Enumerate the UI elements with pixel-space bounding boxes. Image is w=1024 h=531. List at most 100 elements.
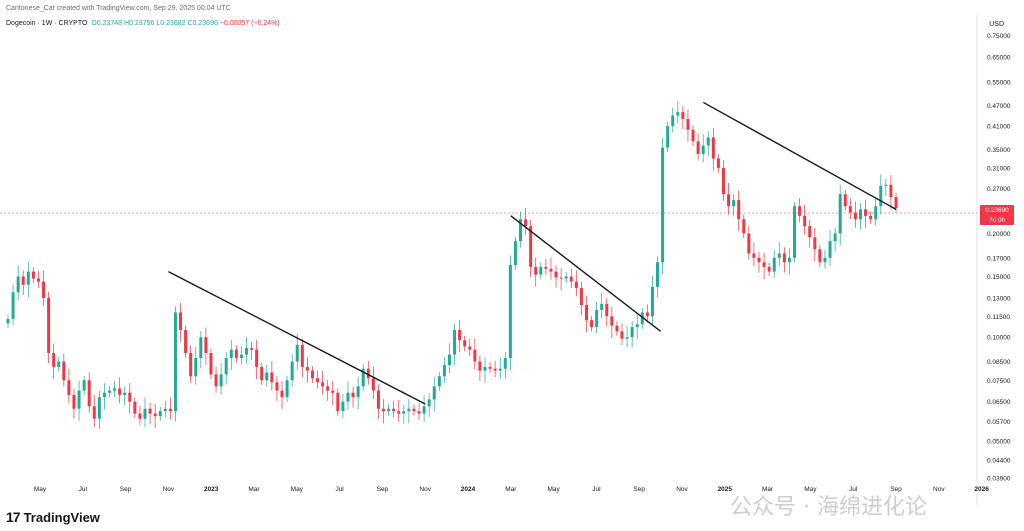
candle-body [300, 344, 304, 367]
candle-body [787, 257, 791, 263]
candle-body [798, 206, 802, 216]
candle-body [884, 184, 888, 186]
candle-body [67, 380, 71, 395]
candle-body [595, 309, 599, 328]
candle-body [199, 337, 203, 359]
price-tick-label: 0.11500 [987, 314, 1010, 321]
candle-body [544, 266, 548, 269]
price-tick-label: 0.35000 [987, 147, 1011, 154]
candle-body [767, 266, 771, 272]
time-tick-label: Jul [335, 486, 344, 493]
candle-body [234, 349, 238, 359]
last-price-value: 0.23690 [985, 207, 1009, 214]
candle-body [503, 358, 507, 369]
time-tick-label: May [34, 486, 47, 493]
candle-body [437, 376, 441, 387]
candle-body [686, 118, 690, 130]
candle-body [270, 372, 274, 383]
ohlc-low: L0.23682 [156, 20, 186, 27]
candle-body [889, 184, 893, 198]
candle-body [336, 392, 340, 412]
price-tick-label: 0.27000 [987, 186, 1011, 193]
candle-body [843, 194, 847, 207]
time-tick-label: Jul [592, 486, 601, 493]
candle-body [732, 200, 736, 207]
candle-body [813, 237, 817, 250]
candle-body [11, 292, 15, 319]
candle-body [417, 411, 421, 414]
price-tick-label: 0.05000 [987, 438, 1011, 445]
candle-body [31, 271, 35, 279]
candle-body [26, 271, 30, 285]
candle-body [422, 406, 426, 414]
trendline[interactable] [510, 215, 662, 332]
candle-body [772, 257, 776, 272]
candle-body [219, 374, 223, 387]
candle-body [179, 312, 183, 330]
candle-body [392, 408, 396, 412]
candle-body [326, 386, 330, 391]
candle-body [239, 354, 243, 359]
candle-body [87, 380, 91, 407]
time-tick-label: May [547, 486, 560, 493]
tradingview-brand[interactable]: 17 TradingView [6, 509, 100, 525]
trendline[interactable] [703, 101, 897, 210]
candle-body [737, 200, 741, 220]
candle-body [645, 312, 649, 317]
candle-body [209, 352, 213, 375]
price-tick-label: 0.03900 [987, 476, 1011, 483]
candle-body [864, 209, 868, 216]
time-axis[interactable]: May Jul Sep Nov 2023 Mar May Jul Sep Nov 2024 Mar Ma… [34, 486, 989, 493]
price-tick-label: 0.06500 [987, 399, 1011, 406]
candle-body [387, 408, 391, 412]
candle-body [666, 126, 670, 148]
candle-body [107, 390, 111, 393]
candle-body [168, 408, 172, 412]
candle-body [77, 390, 81, 409]
candle-body [590, 320, 594, 328]
currency-label[interactable]: USD [989, 21, 1004, 28]
candle-body [250, 348, 254, 350]
candle-body [676, 112, 680, 116]
price-tick-label: 0.13000 [987, 295, 1011, 302]
price-tick-label: 0.10000 [987, 335, 1011, 342]
candle-body [630, 327, 634, 338]
candle-body [381, 408, 385, 412]
candle-body [554, 271, 558, 278]
candle-body [163, 408, 167, 412]
candle-body [16, 276, 20, 293]
tradingview-logo-icon: 17 [6, 509, 21, 525]
time-tick-label: Nov [933, 486, 945, 493]
candle-body [21, 276, 25, 285]
candle-body [244, 348, 248, 355]
trendline[interactable] [168, 270, 426, 405]
candle-body [133, 401, 137, 414]
candle-body [650, 286, 654, 317]
candle-body [331, 390, 335, 393]
candle-body [727, 194, 731, 207]
time-tick-label: 2023 [204, 486, 219, 493]
candle-body [52, 352, 56, 367]
candle-body [549, 268, 553, 272]
time-tick-label: Jul [849, 486, 858, 493]
candle-body [615, 325, 619, 332]
candle-body [407, 408, 411, 412]
candle-body [579, 287, 583, 306]
candle-body [361, 368, 365, 387]
candle-body [82, 380, 86, 391]
candle-body [574, 281, 578, 288]
candle-body [656, 262, 660, 287]
candle-body [36, 278, 40, 282]
price-axis[interactable]: 0.75000 0.65000 0.55000 0.47000 0.41000 0.350… [987, 33, 1011, 482]
candle-body [194, 358, 198, 377]
candle-body [483, 366, 487, 371]
candle-body [310, 370, 314, 379]
candle-body [534, 266, 538, 275]
candle-body [295, 344, 299, 362]
time-tick-label: Mar [762, 486, 774, 493]
candle-body [519, 219, 523, 242]
candle-body [858, 209, 862, 220]
candle-body [671, 115, 675, 127]
time-tick-label: Sep [633, 486, 645, 493]
